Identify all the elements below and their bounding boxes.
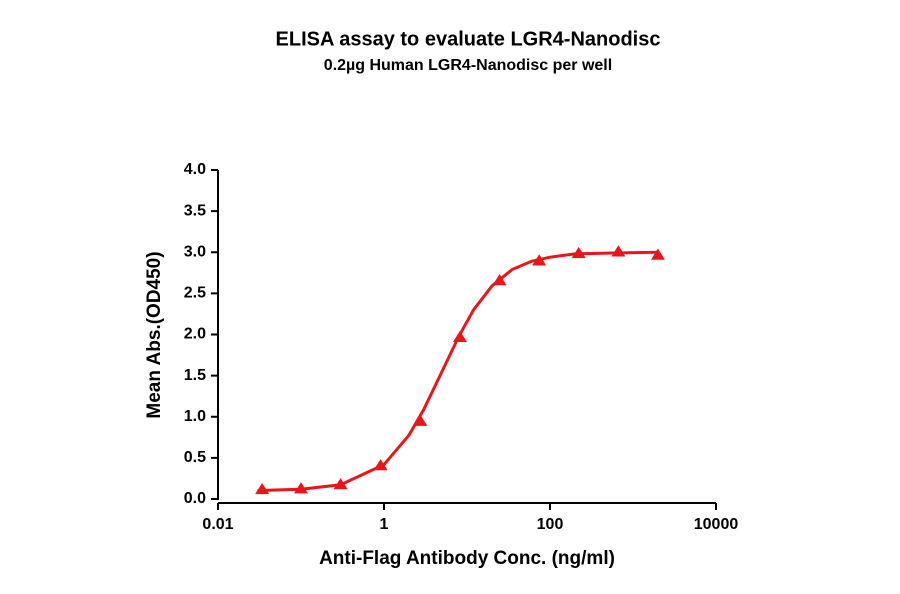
data-point (255, 482, 270, 495)
data-point (611, 245, 626, 257)
data-point (650, 248, 665, 260)
y-tick-label: 3.5 (184, 202, 206, 219)
fit-curve (257, 250, 659, 492)
y-axis-label: Mean Abs.(OD450) (144, 251, 165, 418)
y-tick-label: 2.5 (184, 285, 206, 302)
y-tick-label: 1.5 (184, 367, 206, 384)
y-tick-label: 4.0 (184, 161, 206, 178)
chart-title: ELISA assay to evaluate LGR4-Nanodisc (276, 28, 661, 50)
chart-subtitle: 0.2µg Human LGR4-Nanodisc per well (324, 57, 612, 74)
y-tick-label: 3.0 (184, 243, 206, 260)
y-tick-label: 2.0 (184, 326, 206, 343)
x-tick-label: 10000 (694, 516, 739, 533)
y-tick-label: 0.5 (184, 449, 206, 466)
x-tick-label: 100 (537, 516, 564, 533)
x-tick-label: 1 (380, 516, 389, 533)
y-tick-label: 1.0 (184, 408, 206, 425)
y-tick-label: 0.0 (184, 490, 206, 507)
x-tick-label: 0.01 (202, 516, 233, 533)
x-axis-label: Anti-Flag Antibody Conc. (ng/ml) (319, 548, 615, 569)
